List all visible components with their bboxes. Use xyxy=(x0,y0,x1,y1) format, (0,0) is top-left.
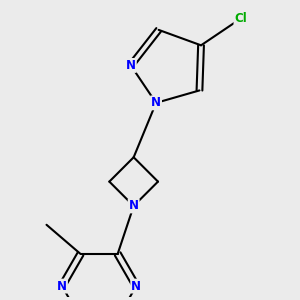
Text: Cl: Cl xyxy=(235,12,247,25)
Text: N: N xyxy=(151,96,161,110)
Text: N: N xyxy=(129,200,139,212)
Text: N: N xyxy=(126,59,136,72)
Text: N: N xyxy=(57,280,67,292)
Text: N: N xyxy=(131,280,141,292)
